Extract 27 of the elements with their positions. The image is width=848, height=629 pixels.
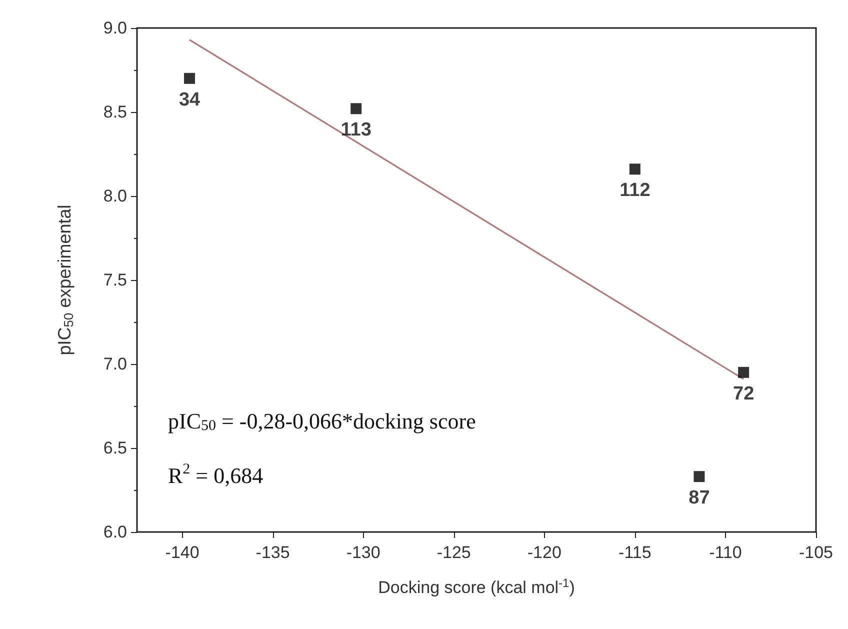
annotation: 112 [620,180,650,202]
y-tick-label: 6.0 [103,522,127,542]
point [738,366,750,378]
annotation: 34 [178,89,201,110]
x-tick-label: -130 [346,543,380,562]
x-tick-label: -135 [256,543,290,562]
x-tick-label: -115 [618,543,652,562]
y-tick-label: 7.0 [103,354,127,374]
x-tick-label: -125 [436,543,471,562]
point [350,103,362,114]
annotation: 113 [340,120,372,141]
x-tick-label: -120 [527,543,562,562]
y-axis-title: pIC50 experimental [54,204,76,356]
y-tick-label: 8.0 [103,186,127,206]
annotation: 87 [688,488,710,509]
x-tick-label: -110 [709,543,742,562]
point [184,72,196,84]
y-tick-label: 8.5 [103,102,127,122]
x-tick-label: -105 [798,543,834,562]
point [694,471,705,482]
annotation: 72 [733,383,754,404]
annotation: pIC50 = -0,28-0,066*docking score [168,408,476,434]
y-tick-label: 6.5 [103,438,127,458]
point [629,164,640,175]
y-tick-label: 7.5 [103,270,127,290]
x-tick-label: -140 [165,543,200,562]
y-tick-label: 9.0 [103,18,127,38]
